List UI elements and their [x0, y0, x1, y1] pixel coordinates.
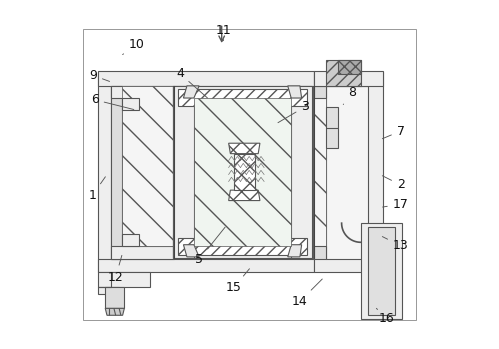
Text: 10: 10 — [123, 38, 145, 54]
Bar — [368, 227, 396, 315]
Bar — [326, 107, 338, 148]
Text: 17: 17 — [383, 198, 409, 210]
Bar — [194, 98, 291, 246]
Text: 13: 13 — [382, 237, 409, 252]
Polygon shape — [122, 86, 174, 246]
Bar — [98, 272, 150, 288]
Text: 14: 14 — [292, 279, 322, 308]
Bar — [314, 86, 326, 98]
Bar — [105, 288, 124, 308]
Bar — [314, 246, 326, 259]
Text: 11: 11 — [216, 24, 232, 41]
Text: 6: 6 — [91, 93, 134, 110]
Bar — [326, 86, 368, 259]
Bar — [111, 86, 122, 259]
Bar — [111, 246, 174, 259]
Bar — [173, 86, 312, 109]
Bar — [98, 259, 314, 272]
Text: 15: 15 — [226, 269, 250, 294]
Text: 12: 12 — [108, 255, 124, 283]
Polygon shape — [288, 86, 301, 98]
Text: 7: 7 — [382, 125, 405, 139]
Bar — [173, 86, 194, 258]
Text: 2: 2 — [382, 176, 405, 192]
Bar — [83, 29, 416, 320]
Bar — [291, 86, 312, 258]
Text: 16: 16 — [376, 308, 395, 325]
Polygon shape — [314, 86, 326, 246]
Text: 3: 3 — [278, 100, 309, 123]
Bar — [122, 98, 139, 110]
Bar — [361, 223, 403, 319]
Polygon shape — [288, 245, 301, 257]
Bar — [314, 71, 383, 86]
Bar — [98, 72, 111, 272]
Text: 8: 8 — [343, 86, 356, 104]
Bar — [234, 154, 254, 190]
Bar — [98, 71, 314, 86]
Polygon shape — [229, 143, 260, 154]
Text: 5: 5 — [195, 227, 225, 266]
Text: 1: 1 — [88, 177, 105, 202]
Bar — [178, 238, 307, 255]
Polygon shape — [184, 86, 199, 98]
Bar — [122, 234, 139, 246]
Bar — [173, 235, 312, 258]
Text: 9: 9 — [89, 69, 110, 82]
Bar — [338, 60, 361, 74]
Polygon shape — [105, 308, 124, 315]
Bar — [326, 60, 361, 86]
Bar — [314, 72, 383, 272]
Text: 4: 4 — [176, 67, 208, 98]
Polygon shape — [184, 245, 199, 257]
Bar — [98, 288, 119, 295]
Bar — [111, 86, 174, 98]
Polygon shape — [229, 190, 260, 201]
Bar — [178, 89, 307, 106]
